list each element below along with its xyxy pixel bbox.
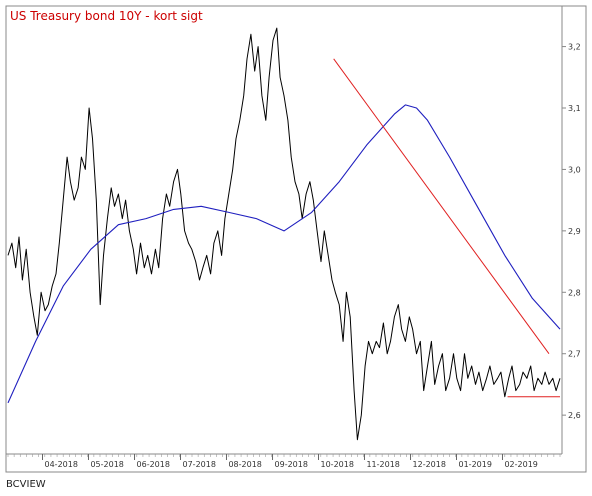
footer-source: BCVIEW bbox=[6, 479, 46, 490]
trendline-layer bbox=[333, 58, 560, 398]
price-line bbox=[7, 27, 561, 441]
y-tick-label: 2,8 bbox=[568, 288, 581, 297]
x-tick-label: 12-2018 bbox=[413, 460, 446, 469]
x-tick-label: 04-2018 bbox=[45, 460, 78, 469]
y-tick-label: 2,6 bbox=[568, 411, 581, 420]
downtrend-line bbox=[333, 58, 550, 355]
x-tick-label: 05-2018 bbox=[90, 460, 123, 469]
x-axis-ticks: 04-2018 05-2018 06-2018 07-2018 08-2018 09-20… bbox=[7, 454, 561, 469]
y-tick-label: 3,1 bbox=[568, 104, 581, 113]
chart-frame bbox=[5, 5, 587, 473]
series-layer bbox=[7, 27, 561, 441]
y-tick-label: 3,0 bbox=[568, 165, 581, 174]
x-tick-label: 11-2018 bbox=[366, 460, 399, 469]
x-tick-label: 10-2018 bbox=[321, 460, 354, 469]
y-tick-label: 2,9 bbox=[568, 227, 581, 236]
y-tick-label: 2,7 bbox=[568, 350, 581, 359]
y-axis-ticks: 2,6 2,7 2,8 2,9 3,0 3,1 3,2 bbox=[562, 43, 581, 420]
y-tick-label: 3,2 bbox=[568, 43, 581, 52]
moving-average-line bbox=[7, 104, 561, 404]
x-tick-label: 06-2018 bbox=[137, 460, 170, 469]
x-tick-label: 02-2019 bbox=[504, 460, 537, 469]
x-tick-label: 09-2018 bbox=[275, 460, 308, 469]
x-tick-label: 07-2018 bbox=[183, 460, 216, 469]
chart-title: US Treasury bond 10Y - kort sigt bbox=[10, 9, 203, 23]
x-tick-label: 01-2019 bbox=[459, 460, 492, 469]
x-tick-label: 08-2018 bbox=[228, 460, 261, 469]
